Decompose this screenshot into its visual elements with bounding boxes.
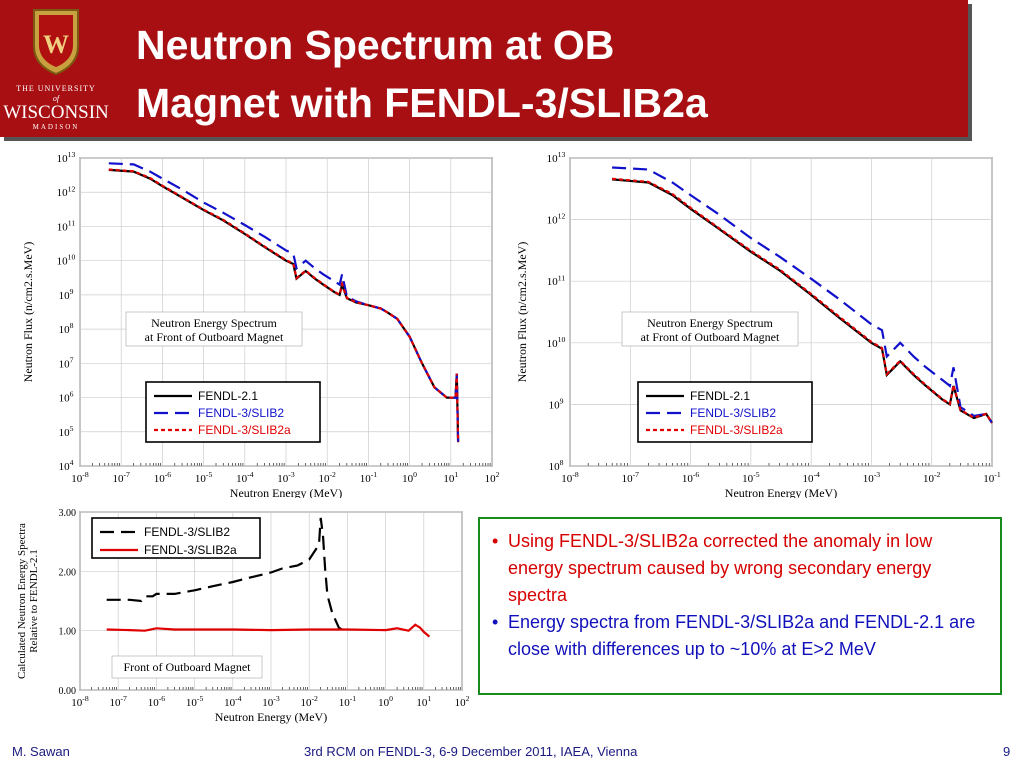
x-axis-label: Neutron Energy (MeV) xyxy=(230,486,342,498)
crest-letter: W xyxy=(43,30,69,59)
x-tick-label: 10-4 xyxy=(224,694,242,709)
legend-label-fendl-2-1: FENDL-2.1 xyxy=(690,389,750,403)
series-line-fendl-3-slib2a xyxy=(106,623,431,638)
y-tick-label: 0.00 xyxy=(59,686,77,697)
relative-spectra-chart: 10-8 10-7 10-6 10-5 10-4 10-3 10-2 10-1 100 101 10… xyxy=(18,508,470,724)
legend-label-fendl-3-slib2: FENDL-3/SLIB2 xyxy=(690,406,776,420)
annotation-box xyxy=(125,311,303,347)
notes-box: Using FENDL-3/SLIB2a corrected the anoma… xyxy=(478,517,1002,695)
legend-label-fendl-3-slib2a: FENDL-3/SLIB2a xyxy=(690,423,783,437)
x-axis-label: Neutron Energy (MeV) xyxy=(215,710,327,724)
x-tick-label: 10-4 xyxy=(802,470,820,485)
legend-box xyxy=(91,517,261,559)
series-line-fendl-3-slib2 xyxy=(612,166,993,424)
x-tick-label: 101 xyxy=(416,694,431,709)
annotation-text: Neutron Energy Spectrum xyxy=(647,316,773,330)
flux-spectrum-chart-full: 10-8 10-7 10-6 10-5 10-4 10-3 10-2 10-1 100 101 10… xyxy=(21,150,500,498)
y-tick-label: 3.00 xyxy=(59,508,77,519)
annotation-text: at Front of Outboard Magnet xyxy=(641,330,780,344)
series-line-fendl-3-slib2 xyxy=(106,517,348,632)
slide-title-line1: Neutron Spectrum at OB xyxy=(136,22,615,68)
y-axis-label: Calculated Neutron Energy SpectraRelativ… xyxy=(18,523,40,679)
y-tick-label: 2.00 xyxy=(59,567,77,578)
page-number: 9 xyxy=(1003,744,1011,759)
x-tick-label: 10-3 xyxy=(262,694,280,709)
y-tick-label: 109 xyxy=(549,396,564,411)
y-tick-label: 1.00 xyxy=(59,627,77,638)
x-tick-label: 102 xyxy=(485,470,500,485)
annotation-text: Front of Outboard Magnet xyxy=(124,660,252,674)
x-tick-label: 10-7 xyxy=(622,470,640,485)
y-axis-label: Neutron Flux (n/cm2.s.MeV) xyxy=(21,242,35,383)
logo-line3: WISCONSIN xyxy=(3,102,109,123)
legend-label-fendl-3-slib2: FENDL-3/SLIB2 xyxy=(144,525,230,539)
y-tick-label: 106 xyxy=(59,390,74,405)
x-tick-label: 102 xyxy=(455,694,470,709)
x-tick-label: 10-1 xyxy=(339,694,357,709)
x-tick-label: 10-7 xyxy=(109,694,127,709)
x-tick-label: 10-6 xyxy=(154,470,172,485)
x-tick-label: 10-3 xyxy=(277,470,295,485)
x-tick-label: 101 xyxy=(443,470,458,485)
legend-label-fendl-3-slib2a: FENDL-3/SLIB2a xyxy=(144,543,237,557)
footer-conference: 3rd RCM on FENDL-3, 6-9 December 2011, I… xyxy=(304,744,638,759)
y-tick-label: 104 xyxy=(59,458,74,473)
y-tick-label: 109 xyxy=(59,287,74,302)
flux-spectrum-chart-low-energy: 10-8 10-7 10-6 10-5 10-4 10-3 10-2 10-1 108 109 10… xyxy=(515,150,1001,498)
title-banner: W THE UNIVERSITY of WISCONSIN MADISON Ne… xyxy=(0,0,968,137)
y-tick-label: 108 xyxy=(59,321,74,336)
y-tick-label: 1012 xyxy=(547,212,566,227)
notes-list: Using FENDL-3/SLIB2a corrected the anoma… xyxy=(488,528,990,663)
annotation-box xyxy=(111,655,263,679)
x-axis-label: Neutron Energy (MeV) xyxy=(725,486,837,498)
annotation-text: Neutron Energy Spectrum xyxy=(151,316,277,330)
x-tick-label: 10-2 xyxy=(318,470,336,485)
series-line-fendl-3-slib2 xyxy=(108,162,460,443)
x-tick-label: 10-6 xyxy=(148,694,166,709)
y-tick-label: 1011 xyxy=(547,273,566,288)
x-tick-label: 10-2 xyxy=(923,470,941,485)
legend-label-fendl-3-slib2: FENDL-3/SLIB2 xyxy=(198,406,284,420)
x-tick-label: 100 xyxy=(378,694,393,709)
series-line-fendl-3-slib2a xyxy=(612,177,993,424)
y-tick-label: 1010 xyxy=(57,253,76,268)
logo-line4: MADISON xyxy=(33,123,80,131)
y-tick-label: 1012 xyxy=(57,184,76,199)
y-tick-label: 1011 xyxy=(57,218,76,233)
x-tick-label: 10-4 xyxy=(236,470,254,485)
x-tick-label: 10-7 xyxy=(112,470,130,485)
x-tick-label: 10-5 xyxy=(186,694,204,709)
x-tick-label: 100 xyxy=(402,470,417,485)
legend-label-fendl-2-1: FENDL-2.1 xyxy=(198,389,258,403)
y-tick-label: 1013 xyxy=(57,150,76,165)
x-tick-label: 10-1 xyxy=(983,470,1001,485)
x-tick-label: 10-5 xyxy=(195,470,213,485)
x-tick-label: 10-2 xyxy=(300,694,318,709)
series-line-fendl-3-slib2a xyxy=(108,168,460,443)
y-tick-label: 105 xyxy=(59,424,74,439)
y-axis-label: Neutron Flux (n/cm2.s.MeV) xyxy=(515,242,529,383)
annotation-text: at Front of Outboard Magnet xyxy=(145,330,284,344)
y-tick-label: 107 xyxy=(59,355,74,370)
y-tick-label: 1013 xyxy=(547,150,566,165)
x-tick-label: 10-8 xyxy=(561,470,579,485)
legend-label-fendl-3-slib2a: FENDL-3/SLIB2a xyxy=(198,423,291,437)
x-tick-label: 10-6 xyxy=(682,470,700,485)
x-tick-label: 10-1 xyxy=(360,470,378,485)
x-tick-label: 10-5 xyxy=(742,470,760,485)
logo-line1: THE UNIVERSITY xyxy=(16,84,96,93)
footer-author: M. Sawan xyxy=(12,744,70,759)
x-tick-label: 10-8 xyxy=(71,470,89,485)
note-bullet-1: Using FENDL-3/SLIB2a corrected the anoma… xyxy=(488,528,990,609)
annotation-box xyxy=(621,311,799,347)
y-tick-label: 1010 xyxy=(547,335,566,350)
slide-title-line2: Magnet with FENDL-3/SLIB2a xyxy=(136,80,708,126)
logo-line2: of xyxy=(53,94,61,103)
y-tick-label: 108 xyxy=(549,458,564,473)
university-logo: W THE UNIVERSITY of WISCONSIN MADISON xyxy=(3,9,109,131)
note-bullet-2: Energy spectra from FENDL-3/SLIB2a and F… xyxy=(488,609,990,663)
x-tick-label: 10-3 xyxy=(863,470,881,485)
